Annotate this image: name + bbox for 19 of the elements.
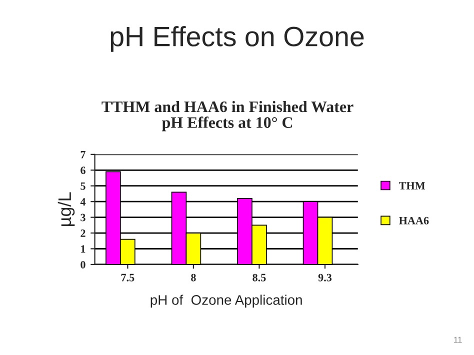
y-tick-label: 3 — [80, 214, 86, 222]
chart-subtitle: TTHM and HAA6 in Finished Water pH Effects at 10° C — [102, 100, 354, 132]
y-tick-label: 7 — [80, 151, 86, 158]
y-tick-label: 2 — [80, 230, 86, 237]
x-tick-label: 8.5 — [252, 274, 266, 282]
x-tick-label: 7.5 — [121, 274, 134, 282]
legend-label: THM — [398, 182, 426, 190]
x-tick-label: 8 — [191, 274, 196, 282]
y-tick-label: 5 — [80, 182, 86, 190]
y-axis-title: µg/L — [58, 192, 75, 226]
y-tick-label: 4 — [80, 198, 86, 206]
y-tick-label: 0 — [80, 260, 86, 268]
x-axis-title: pH of Ozone Application — [150, 294, 302, 308]
chart-title: pH Effects on Ozone — [110, 26, 364, 52]
text: 11 — [454, 336, 462, 343]
y-tick-label: 6 — [80, 166, 86, 174]
x-tick-label: 9.3 — [318, 274, 332, 282]
legend-label: HAA6 — [398, 216, 429, 224]
y-tick-label: 1 — [81, 245, 86, 253]
